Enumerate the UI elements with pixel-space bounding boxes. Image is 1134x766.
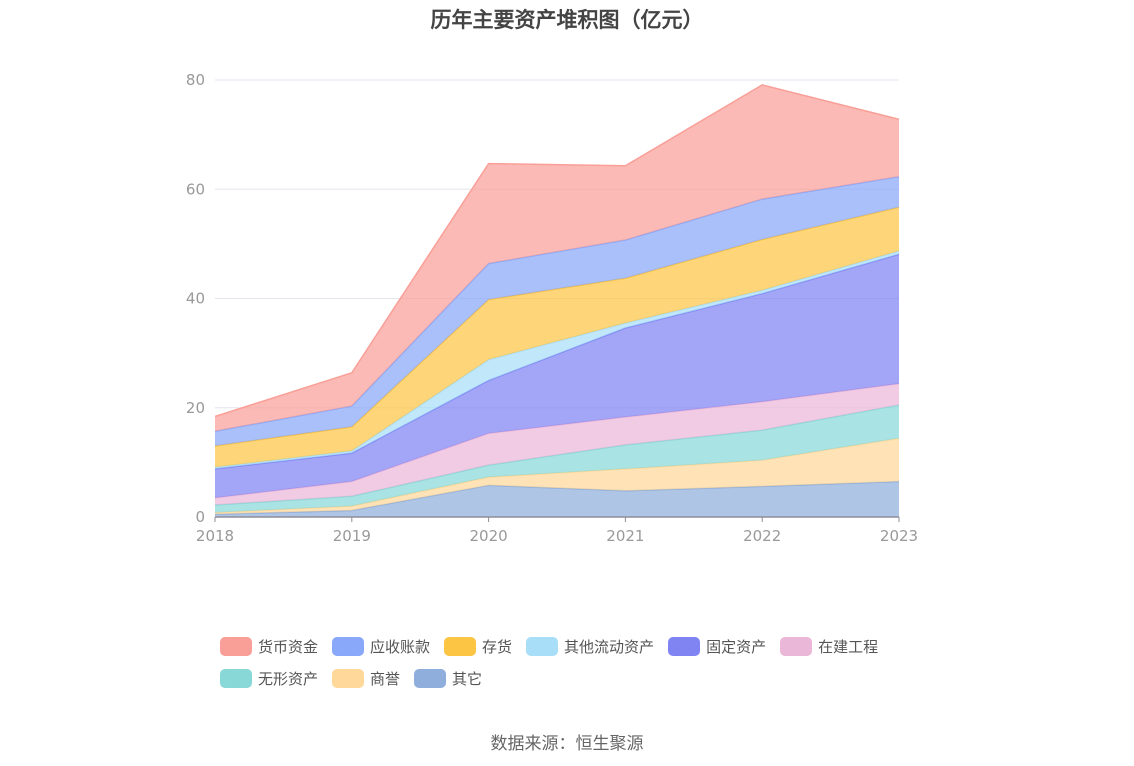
legend-swatch bbox=[414, 668, 447, 688]
legend-item-inventory[interactable]: 存货 bbox=[444, 636, 512, 657]
area-series-line bbox=[214, 84, 900, 418]
legend-item-construction[interactable]: 在建工程 bbox=[780, 636, 878, 657]
area-series-无形资产[interactable] bbox=[215, 405, 899, 513]
y-tick-label: 40 bbox=[186, 290, 205, 308]
legend-label: 商誉 bbox=[370, 669, 401, 688]
legend-swatch bbox=[220, 668, 252, 688]
legend-label: 无形资产 bbox=[258, 669, 319, 688]
legend-label: 其他流动资产 bbox=[564, 637, 655, 656]
x-tick-label: 2021 bbox=[606, 527, 644, 545]
x-tick-label: 2022 bbox=[743, 527, 781, 545]
legend-label: 其它 bbox=[452, 669, 483, 688]
chart-title: 历年主要资产堆积图（亿元） bbox=[430, 8, 704, 32]
area-series-固定资产[interactable] bbox=[215, 254, 899, 498]
legend-item-cash[interactable]: 货币资金 bbox=[220, 636, 318, 657]
legend-swatch bbox=[444, 636, 477, 656]
area-series-商誉[interactable] bbox=[215, 438, 899, 515]
area-series-货币资金[interactable] bbox=[215, 84, 899, 432]
legend-item-fixed-assets[interactable]: 固定资产 bbox=[668, 636, 766, 657]
legend-label: 在建工程 bbox=[818, 637, 879, 656]
legend-swatch bbox=[220, 636, 252, 656]
area-series-存货[interactable] bbox=[215, 207, 899, 468]
legend-swatch bbox=[332, 636, 365, 656]
legend-row-2: 无形资产 商誉 其它 bbox=[220, 662, 940, 694]
x-tick-label: 2018 bbox=[196, 527, 234, 545]
area-series-其他流动资产[interactable] bbox=[215, 250, 899, 469]
legend-swatch bbox=[780, 636, 813, 656]
area-series-其它[interactable] bbox=[215, 481, 899, 517]
legend-label: 货币资金 bbox=[258, 637, 319, 656]
legend-row-1: 货币资金 应收账款 存货 其他流动资产 固定资产 在建工程 bbox=[220, 630, 940, 662]
area-series-应收账款[interactable] bbox=[215, 176, 899, 446]
x-tick-label: 2019 bbox=[333, 527, 371, 545]
y-tick-label: 0 bbox=[195, 508, 205, 526]
area-series-line bbox=[214, 437, 900, 514]
legend-item-receivables[interactable]: 应收账款 bbox=[332, 636, 430, 657]
legend-item-other[interactable]: 其它 bbox=[414, 668, 482, 689]
y-tick-label: 20 bbox=[186, 399, 205, 417]
y-tick-label: 80 bbox=[186, 71, 205, 89]
area-series-line bbox=[214, 480, 900, 516]
legend-label: 存货 bbox=[482, 637, 513, 656]
legend-swatch bbox=[332, 668, 365, 688]
legend-item-intangible[interactable]: 无形资产 bbox=[220, 668, 318, 689]
area-series-在建工程[interactable] bbox=[215, 383, 899, 505]
data-source-note: 数据来源：恒生聚源 bbox=[490, 734, 644, 754]
x-tick-label: 2020 bbox=[470, 527, 508, 545]
legend-item-other-current-assets[interactable]: 其他流动资产 bbox=[526, 636, 654, 657]
legend-label: 固定资产 bbox=[706, 637, 767, 656]
legend: 货币资金 应收账款 存货 其他流动资产 固定资产 在建工程 无形资产 商誉 其它 bbox=[220, 630, 940, 694]
x-tick-label: 2023 bbox=[880, 527, 918, 545]
legend-swatch bbox=[668, 636, 701, 656]
legend-label: 应收账款 bbox=[370, 637, 431, 656]
y-tick-label: 60 bbox=[186, 180, 205, 198]
legend-item-goodwill[interactable]: 商誉 bbox=[332, 668, 400, 689]
legend-swatch bbox=[526, 636, 559, 656]
